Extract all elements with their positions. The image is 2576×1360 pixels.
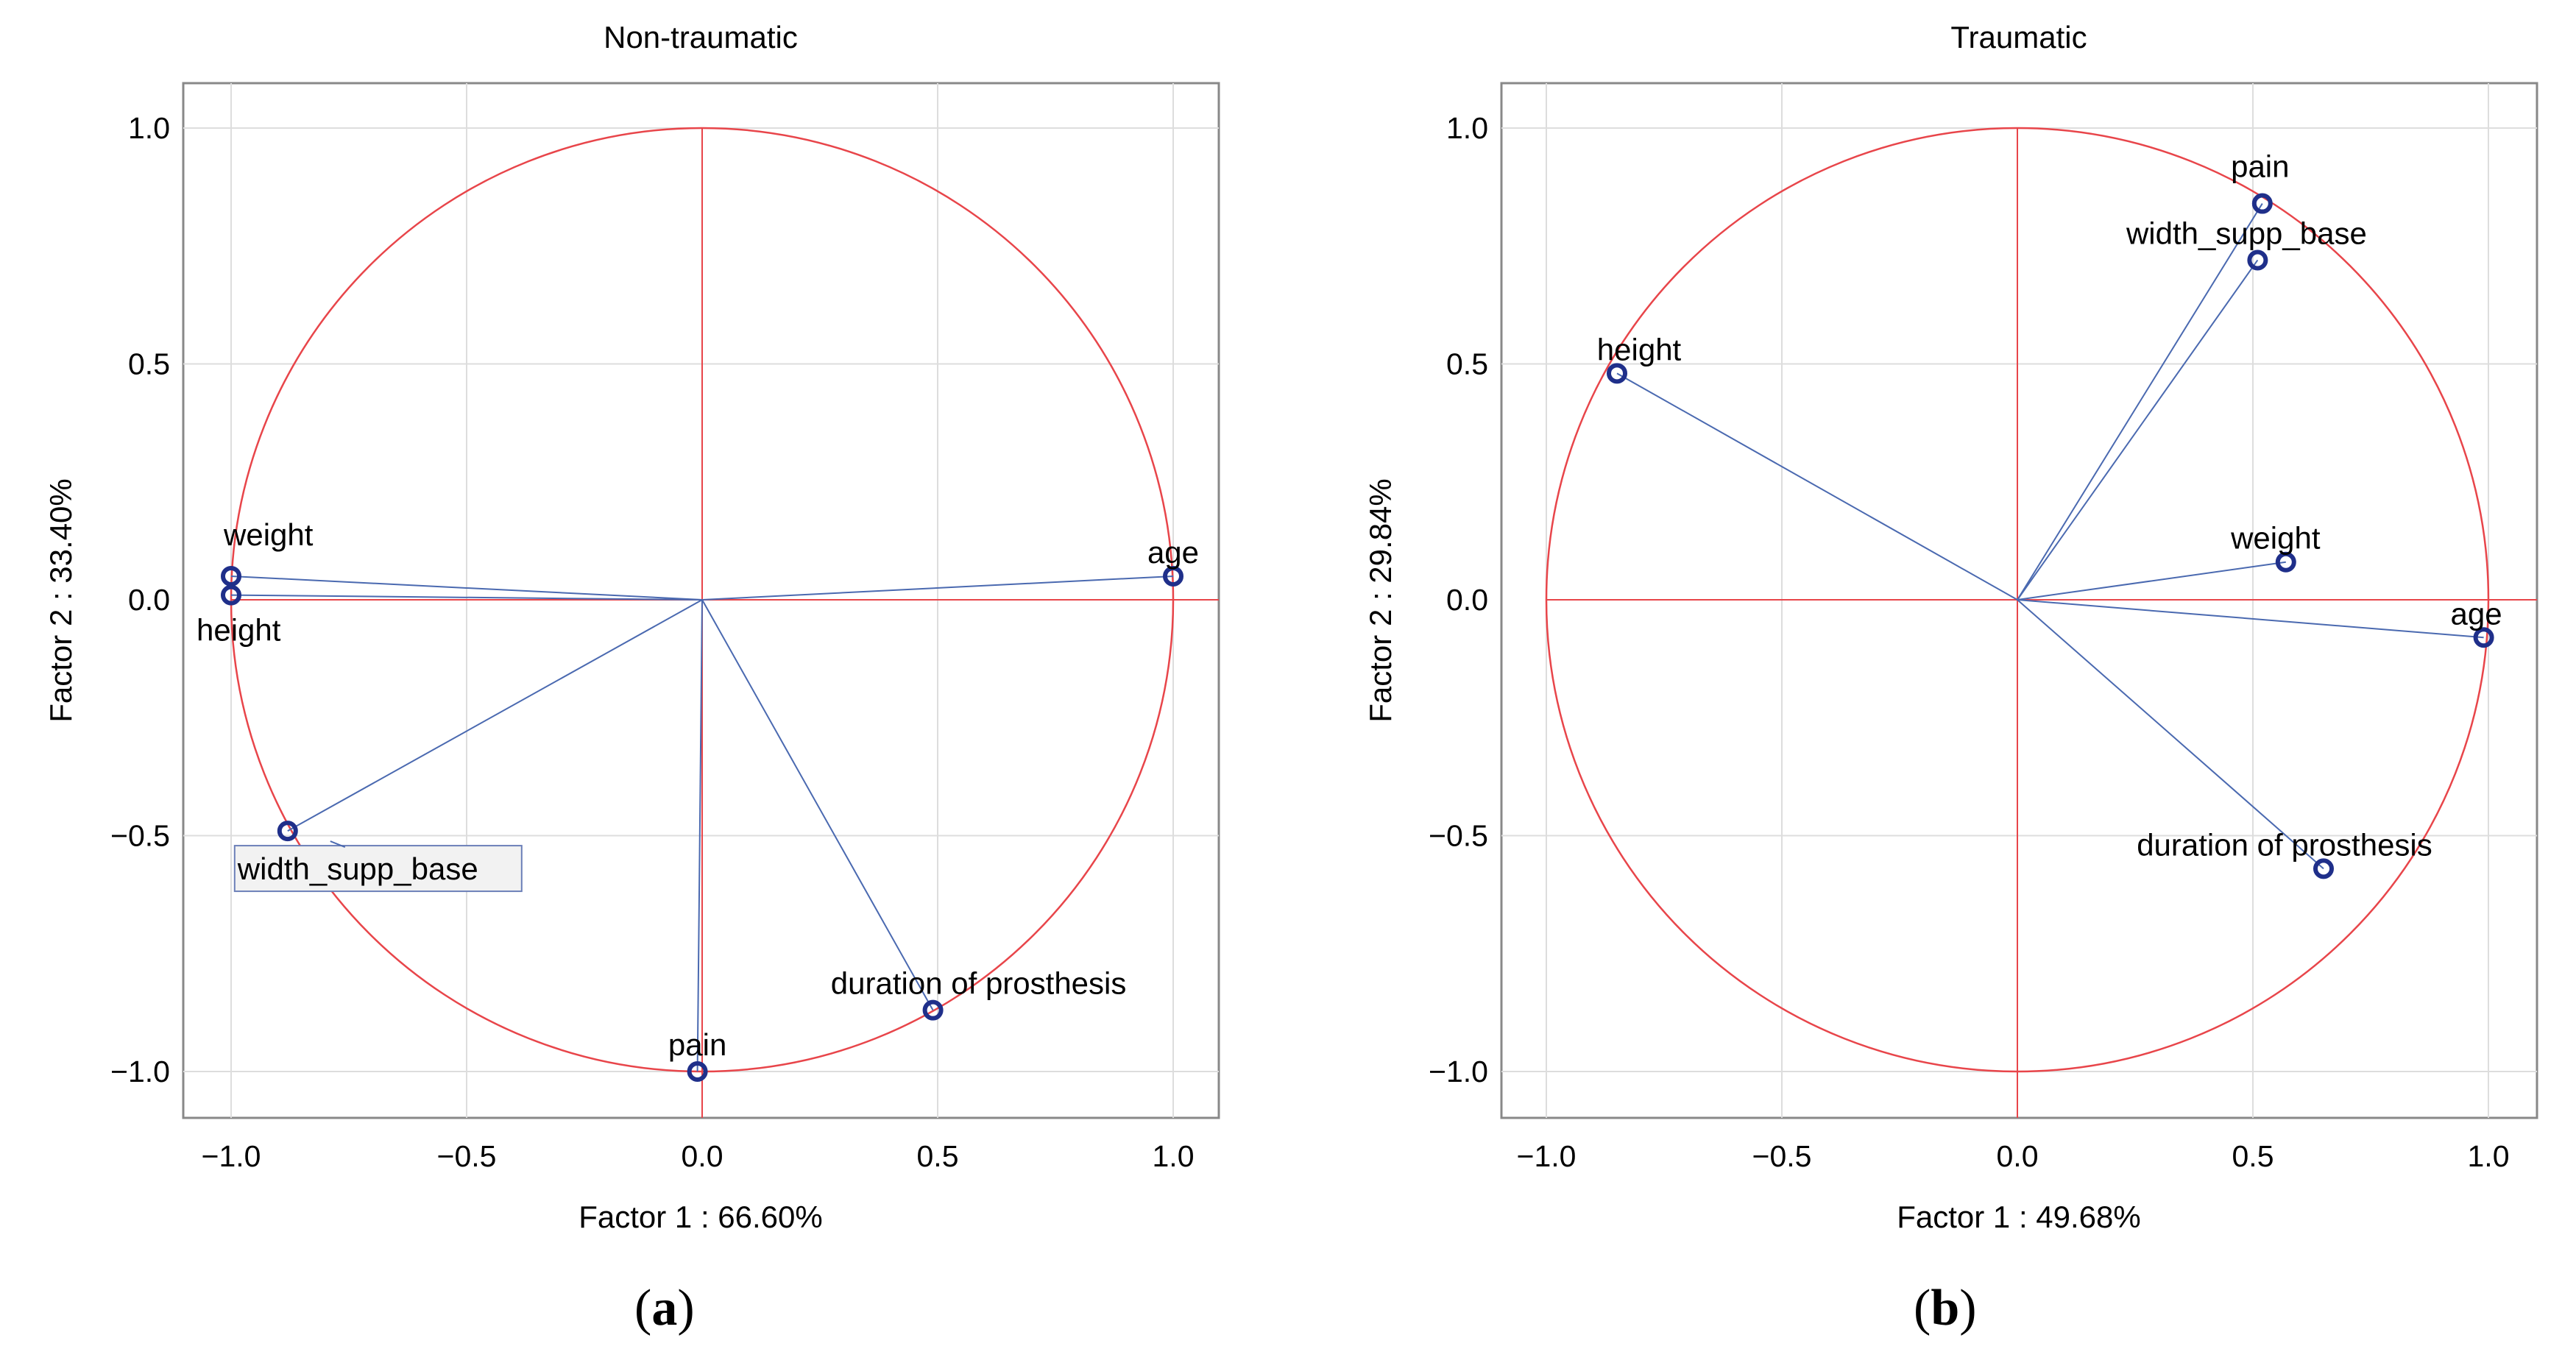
x-tick-label: 0.0 [682, 1139, 723, 1173]
loading-markers [221, 565, 1183, 1082]
loading-vectors [1616, 203, 2484, 870]
point-marker-age [2473, 627, 2494, 648]
x-axis-label: Factor 1 : 66.60% [578, 1200, 823, 1234]
point-label: duration of prosthesis [2137, 827, 2432, 862]
vector-duration-of-prosthesis [2017, 599, 2324, 870]
point-marker-weight [221, 565, 241, 587]
vector-pain [696, 599, 703, 1072]
point-marker-weight [2275, 551, 2296, 573]
point-label: pain [2231, 149, 2289, 184]
point-marker-height [1607, 363, 1627, 384]
y-tick-label: −1.0 [110, 1055, 170, 1088]
zero-axes [1546, 128, 2537, 1118]
vector-duration-of-prosthesis [701, 599, 934, 1011]
y-tick-label: 0.0 [1446, 583, 1488, 617]
correlation-circle [1545, 127, 2490, 1073]
y-tick-labels: −1.0 −0.5 0.0 0.5 1.0 [1429, 111, 1488, 1088]
point-label: width_supp_base [237, 851, 478, 886]
point-marker-pain [687, 1061, 708, 1082]
point-label: age [2451, 596, 2502, 631]
x-tick-label: −0.5 [437, 1139, 497, 1173]
point-marker-pain [2251, 193, 2273, 214]
chart-title: Non-traumatic [604, 20, 798, 54]
x-tick-label: −1.0 [1517, 1139, 1577, 1173]
point-label: weight [2230, 521, 2321, 556]
point-label: width_supp_base [2126, 216, 2367, 250]
subfigure-letter: a [651, 1280, 677, 1336]
y-tick-label: 1.0 [128, 111, 170, 145]
x-tick-label: 0.5 [2232, 1139, 2274, 1173]
y-tick-label: 0.5 [1446, 347, 1488, 381]
vector-weight [2017, 561, 2286, 601]
subfigure-letter: b [1931, 1280, 1959, 1336]
y-tick-label: 1.0 [1446, 111, 1488, 145]
x-tick-label: −1.0 [202, 1139, 261, 1173]
point-marker-duration-of-prosthesis [922, 999, 944, 1021]
point-marker-height [221, 584, 241, 606]
unit-circle [230, 127, 1175, 1073]
y-tick-labels: −1.0 −0.5 0.0 0.5 1.0 [110, 111, 170, 1088]
x-tick-label: 1.0 [2468, 1139, 2510, 1173]
x-tick-label: −0.5 [1752, 1139, 1812, 1173]
point-label: height [1597, 332, 1682, 366]
x-tick-label: 0.0 [1997, 1139, 2039, 1173]
point-marker-width-supp-base [2247, 249, 2268, 271]
label-leader [330, 840, 346, 849]
x-tick-label: 0.5 [917, 1139, 959, 1173]
vector-weight [230, 575, 703, 601]
point-marker-duration-of-prosthesis [2313, 858, 2334, 879]
point-marker-age [1163, 565, 1183, 587]
x-axis-label: Factor 1 : 49.68% [1897, 1200, 2141, 1234]
vector-height [230, 594, 703, 601]
point-label: age [1147, 535, 1199, 570]
chart-title: Traumatic [1950, 20, 2087, 54]
vector-age [2017, 599, 2484, 639]
unit-circle [1545, 127, 2490, 1073]
y-tick-label: −0.5 [1429, 819, 1488, 853]
point-label: weight [223, 517, 314, 552]
y-tick-label: −1.0 [1429, 1055, 1488, 1088]
y-tick-label: −0.5 [110, 819, 170, 853]
label-box [233, 845, 523, 893]
vector-width-supp-base [2017, 259, 2259, 601]
x-tick-label: 1.0 [1153, 1139, 1195, 1173]
point-label: duration of prosthesis [831, 966, 1127, 1001]
loading-markers [1607, 193, 2494, 879]
loading-vectors [230, 575, 1174, 1072]
y-tick-label: 0.0 [128, 583, 170, 617]
correlation-circle [230, 127, 1175, 1073]
point-label: height [197, 613, 281, 648]
subfigure-label: (b) [1914, 1280, 1977, 1336]
vector-age [701, 575, 1174, 601]
y-tick-label: 0.5 [128, 347, 170, 381]
x-tick-labels: −1.0 −0.5 0.0 0.5 1.0 [1517, 1139, 2510, 1173]
vector-height [1616, 372, 2018, 601]
y-axis-label: Factor 2 : 33.40% [43, 478, 78, 723]
x-tick-labels: −1.0 −0.5 0.0 0.5 1.0 [202, 1139, 1195, 1173]
vector-width-supp-base [287, 599, 703, 832]
point-marker-width-supp-base [277, 821, 298, 842]
point-label: pain [668, 1027, 726, 1062]
y-axis-label: Factor 2 : 29.84% [1363, 478, 1398, 723]
vector-pain [2017, 203, 2263, 601]
subfigure-label: (a) [634, 1280, 695, 1336]
